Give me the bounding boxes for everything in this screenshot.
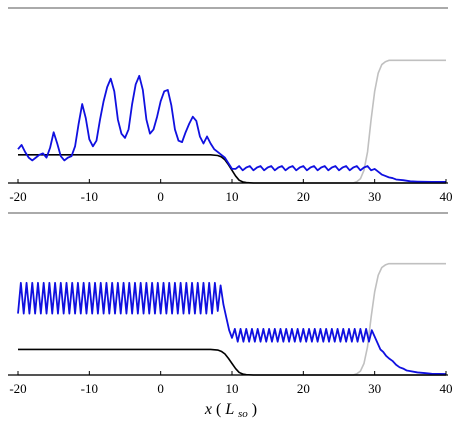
x-axis-title-unit: L (224, 401, 234, 418)
top-x-tick-label: 10 (226, 189, 239, 204)
x-axis-title: x ( L so ) (204, 401, 257, 421)
bottom-x-tick-label: 0 (157, 381, 164, 396)
bottom-x-tick-label: 40 (440, 381, 453, 396)
x-axis-title-unit-subscript: so (238, 408, 248, 420)
bottom-x-tick-label: 20 (297, 381, 310, 396)
bottom-x-tick-label: -20 (9, 381, 26, 396)
top-series-density-line (17, 74, 446, 183)
top-panel: -20 -10 0 10 20 30 40 (8, 7, 453, 204)
top-x-tick-label: -10 (81, 189, 98, 204)
x-axis-title-close-paren: ) (252, 401, 257, 418)
bottom-panel-x-ticks: -20 -10 0 10 20 30 40 (9, 371, 453, 396)
top-x-tick-label: 40 (440, 189, 453, 204)
x-axis-title-open-paren: ( (216, 401, 225, 418)
top-x-tick-label: 0 (157, 189, 164, 204)
bottom-x-tick-label: 30 (368, 381, 381, 396)
bottom-series-grey-step-line (18, 262, 446, 376)
top-x-tick-label: -20 (9, 189, 26, 204)
top-panel-plot (17, 59, 446, 184)
bottom-panel-plot (17, 262, 447, 376)
top-x-tick-label: 30 (368, 189, 381, 204)
bottom-panel: -20 -10 0 10 20 30 40 (8, 212, 453, 396)
bottom-x-tick-label: 10 (226, 381, 239, 396)
bottom-x-tick-label: -10 (81, 381, 98, 396)
x-axis-title-symbol: x (204, 401, 212, 418)
bottom-series-black-step-line (18, 348, 446, 376)
top-x-tick-label: 20 (297, 189, 310, 204)
bottom-series-density-line (17, 281, 447, 375)
top-series-grey-step-line (18, 59, 446, 184)
top-panel-x-ticks: -20 -10 0 10 20 30 40 (9, 179, 453, 204)
top-series-black-step-line (18, 154, 446, 184)
